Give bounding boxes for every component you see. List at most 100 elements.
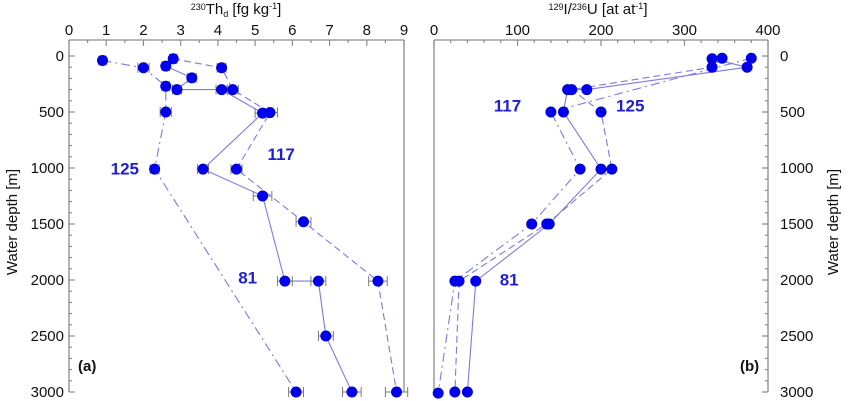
y-tick-label: 500 — [780, 104, 805, 121]
data-point-117 — [391, 386, 403, 398]
data-point-81 — [171, 84, 183, 96]
panel-b-x-ticks: 0 100 200 300 400 — [430, 22, 781, 46]
panel-b: 0 100 200 300 400 0 500 1000 1500 2000 2500 3000 1… — [430, 1, 842, 401]
y-tick-label: 3000 — [31, 384, 64, 401]
data-point-117 — [566, 84, 578, 96]
data-point-117 — [541, 218, 553, 230]
panel-b-xlabel-sup1: 129 — [549, 2, 564, 12]
panel-b-plot-area: 117 125 81 — [432, 52, 757, 399]
panel-a-x-axis-title: 230Thd [fg kg-1] — [191, 1, 282, 19]
data-point-81 — [526, 218, 538, 230]
station-label: 81 — [500, 271, 519, 290]
data-point-117 — [227, 84, 239, 96]
data-point-125 — [595, 163, 607, 175]
data-point-81 — [186, 72, 198, 84]
panel-b-y-ticks: 0 500 1000 1500 2000 2500 3000 — [762, 48, 813, 401]
data-point-81 — [320, 330, 332, 342]
y-tick-label: 2500 — [780, 328, 813, 345]
data-point-125 — [557, 106, 569, 118]
data-point-117 — [449, 386, 461, 398]
data-point-81 — [545, 106, 557, 118]
data-point-81 — [257, 107, 269, 119]
y-tick-label: 500 — [39, 104, 64, 121]
y-tick-label: 0 — [780, 48, 788, 65]
data-point-117 — [231, 163, 243, 175]
station-label: 117 — [494, 96, 521, 115]
error-bars — [98, 53, 409, 397]
data-point-81 — [432, 387, 444, 399]
data-point-81 — [346, 386, 358, 398]
data-point-117 — [216, 62, 228, 74]
data-point-125 — [160, 80, 172, 92]
panel-a-xlabel-unit: [fg kg — [228, 1, 269, 18]
panel-a-xlabel-sub: d — [223, 9, 228, 19]
y-tick-label: 1500 — [31, 216, 64, 233]
data-point-81 — [160, 60, 172, 72]
x-tick-label: 7 — [325, 22, 333, 39]
data-point-81 — [216, 84, 228, 96]
panel-a: 0 1 2 3 4 5 6 7 8 9 0 500 1000 1500 2000 2500 3000 230T… — [4, 1, 409, 401]
x-tick-label: 2 — [139, 22, 147, 39]
data-point-117 — [595, 106, 607, 118]
x-tick-label: 6 — [288, 22, 296, 39]
panel-b-xlabel-main1: I/ — [564, 1, 573, 18]
y-tick-label: 2000 — [780, 272, 813, 289]
series-line-81 — [437, 57, 752, 394]
y-tick-label: 1000 — [780, 160, 813, 177]
station-label: 125 — [616, 96, 644, 115]
panel-b-x-axis-title: 129I/236U [at at-1] — [549, 1, 648, 18]
data-point-117 — [297, 216, 309, 228]
x-tick-label: 300 — [672, 22, 697, 39]
data-point-125 — [581, 84, 593, 96]
station-label: 117 — [267, 145, 294, 164]
panel-b-xlabel-sup2: 236 — [572, 2, 587, 12]
series-line-117 — [173, 58, 398, 393]
station-labels: 117 125 81 — [494, 96, 645, 289]
data-point-81 — [449, 275, 461, 287]
panel-a-y-axis-title: Water depth [m] — [4, 169, 21, 275]
x-tick-label: 0 — [430, 22, 438, 39]
data-point-125 — [470, 275, 482, 287]
y-tick-label: 0 — [56, 48, 64, 65]
y-tick-label: 2500 — [31, 328, 64, 345]
panel-a-x-ticks: 0 1 2 3 4 5 6 7 8 9 — [65, 22, 408, 46]
data-point-81 — [745, 52, 757, 64]
x-tick-label: 9 — [400, 22, 408, 39]
series-line-125 — [102, 59, 297, 393]
y-tick-label: 3000 — [780, 384, 813, 401]
data-point-125 — [149, 163, 161, 175]
x-tick-label: 5 — [251, 22, 259, 39]
panel-b-xlabel-close: ] — [643, 1, 647, 18]
panel-a-xlabel-unit-sup: -1 — [269, 1, 277, 11]
panel-a-xlabel-sup: 230 — [191, 2, 206, 12]
data-point-81 — [574, 163, 586, 175]
x-tick-label: 0 — [65, 22, 73, 39]
data-point-117 — [706, 61, 718, 73]
x-tick-label: 100 — [505, 22, 530, 39]
station-label: 125 — [111, 160, 139, 179]
data-point-117 — [167, 53, 179, 65]
data-point-81 — [197, 163, 209, 175]
data-point-125 — [160, 106, 172, 118]
data-point-81 — [279, 275, 291, 287]
data-point-125 — [290, 386, 302, 398]
station-labels: 125 117 81 — [111, 145, 295, 287]
series-lines — [437, 57, 752, 394]
panel-b-label: (b) — [740, 358, 759, 375]
panel-b-xlabel-unit-sup: -1 — [635, 1, 643, 11]
data-point-81 — [312, 275, 324, 287]
y-tick-label: 1500 — [780, 216, 813, 233]
station-label: 81 — [238, 268, 257, 287]
x-tick-label: 1 — [102, 22, 110, 39]
data-point-81 — [257, 190, 269, 202]
data-point-125 — [97, 54, 109, 66]
series-line-117 — [454, 57, 723, 393]
data-point-117 — [716, 52, 728, 64]
x-tick-label: 3 — [176, 22, 184, 39]
panel-b-xlabel-unit: [at at — [598, 1, 636, 18]
panel-a-xlabel-close: ] — [277, 1, 281, 18]
panel-b-xlabel-main2: U — [587, 1, 598, 18]
data-point-117 — [372, 275, 384, 287]
data-point-125 — [461, 386, 473, 398]
